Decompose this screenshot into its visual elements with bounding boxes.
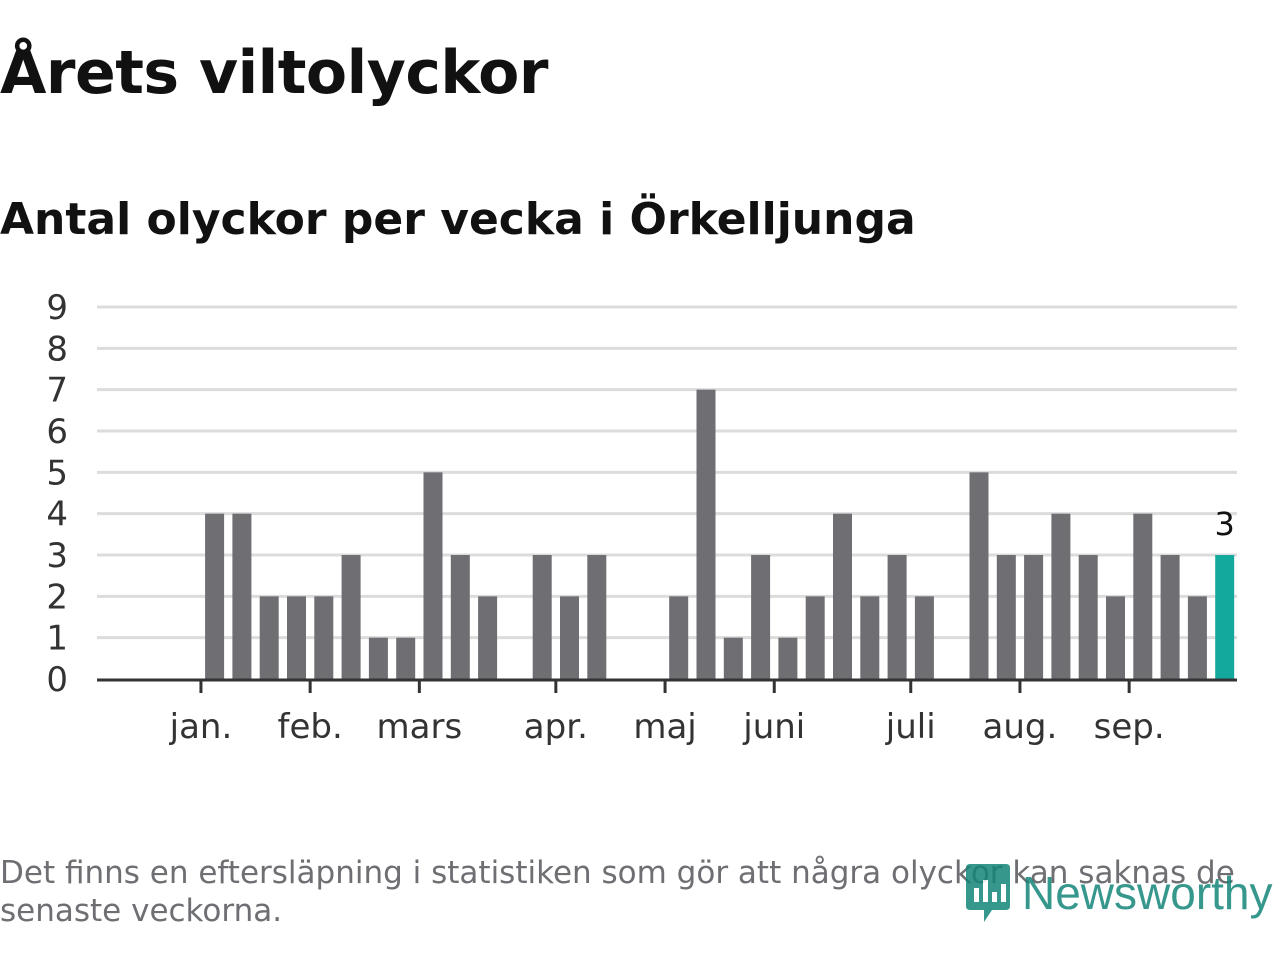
- bar: [887, 555, 907, 679]
- y-tick-label: 8: [46, 329, 68, 369]
- x-axis-ticks: jan. feb. mars apr. maj juni juli aug. sep.: [169, 679, 1165, 747]
- bar: [805, 596, 825, 679]
- x-tick-label: jan.: [169, 707, 233, 747]
- y-tick-label: 2: [46, 577, 68, 617]
- bar-highlight: [1215, 555, 1235, 679]
- x-tick-label: mars: [377, 707, 463, 747]
- bar: [259, 596, 279, 679]
- data-labels: 3: [1215, 505, 1235, 543]
- bar: [1133, 513, 1153, 679]
- bar: [532, 555, 552, 679]
- x-tick-label: sep.: [1094, 707, 1165, 747]
- bar: [914, 596, 934, 679]
- bar: [833, 513, 852, 679]
- y-tick-label: 9: [46, 288, 68, 328]
- bar: [587, 555, 607, 679]
- bar: [778, 637, 798, 679]
- footnote: Det finns en eftersläpning i statistiken…: [0, 855, 1235, 929]
- bar: [1051, 513, 1071, 679]
- bar: [1078, 555, 1098, 679]
- bars: [205, 389, 1235, 679]
- bar: [341, 555, 361, 679]
- bar: [969, 472, 989, 679]
- bar: [560, 596, 579, 679]
- x-tick-label: juli: [885, 707, 936, 747]
- x-tick-label: feb.: [278, 707, 343, 747]
- bar: [368, 637, 388, 679]
- x-tick-label: aug.: [983, 707, 1058, 747]
- chart-title: Årets viltolyckor: [0, 38, 549, 108]
- bar: [996, 555, 1016, 679]
- bar: [423, 472, 443, 679]
- chart-subtitle: Antal olyckor per vecka i Örkelljunga: [0, 194, 916, 245]
- bar: [205, 513, 225, 679]
- bar: [696, 389, 716, 679]
- gridlines: [97, 305, 1237, 640]
- bar: [287, 596, 306, 679]
- bar-data-label: 3: [1215, 505, 1235, 543]
- newsworthy-logo-text: Newsworthy: [1022, 867, 1273, 919]
- bar: [723, 637, 743, 679]
- y-tick-label: 3: [46, 536, 68, 576]
- bar: [314, 596, 334, 679]
- bar: [860, 596, 880, 679]
- y-tick-label: 5: [46, 453, 68, 493]
- x-tick-label: maj: [633, 707, 696, 747]
- bar: [1024, 555, 1044, 679]
- bar: [396, 637, 416, 679]
- y-tick-label: 4: [46, 495, 68, 535]
- bar: [1187, 596, 1207, 679]
- bar: [232, 513, 252, 679]
- y-tick-label: 6: [46, 412, 68, 452]
- y-tick-label: 7: [46, 371, 68, 411]
- bar: [1160, 555, 1180, 679]
- newsworthy-logo-icon: [966, 864, 1010, 922]
- y-tick-label: 0: [46, 660, 68, 700]
- bar: [450, 555, 470, 679]
- bar: [478, 596, 498, 679]
- bar: [669, 596, 689, 679]
- x-tick-label: juni: [742, 707, 805, 747]
- newsworthy-logo: Newsworthy: [962, 862, 1273, 924]
- y-tick-label: 1: [46, 619, 68, 659]
- x-tick-label: apr.: [524, 707, 588, 747]
- bar: [751, 555, 771, 679]
- bar: [1106, 596, 1125, 679]
